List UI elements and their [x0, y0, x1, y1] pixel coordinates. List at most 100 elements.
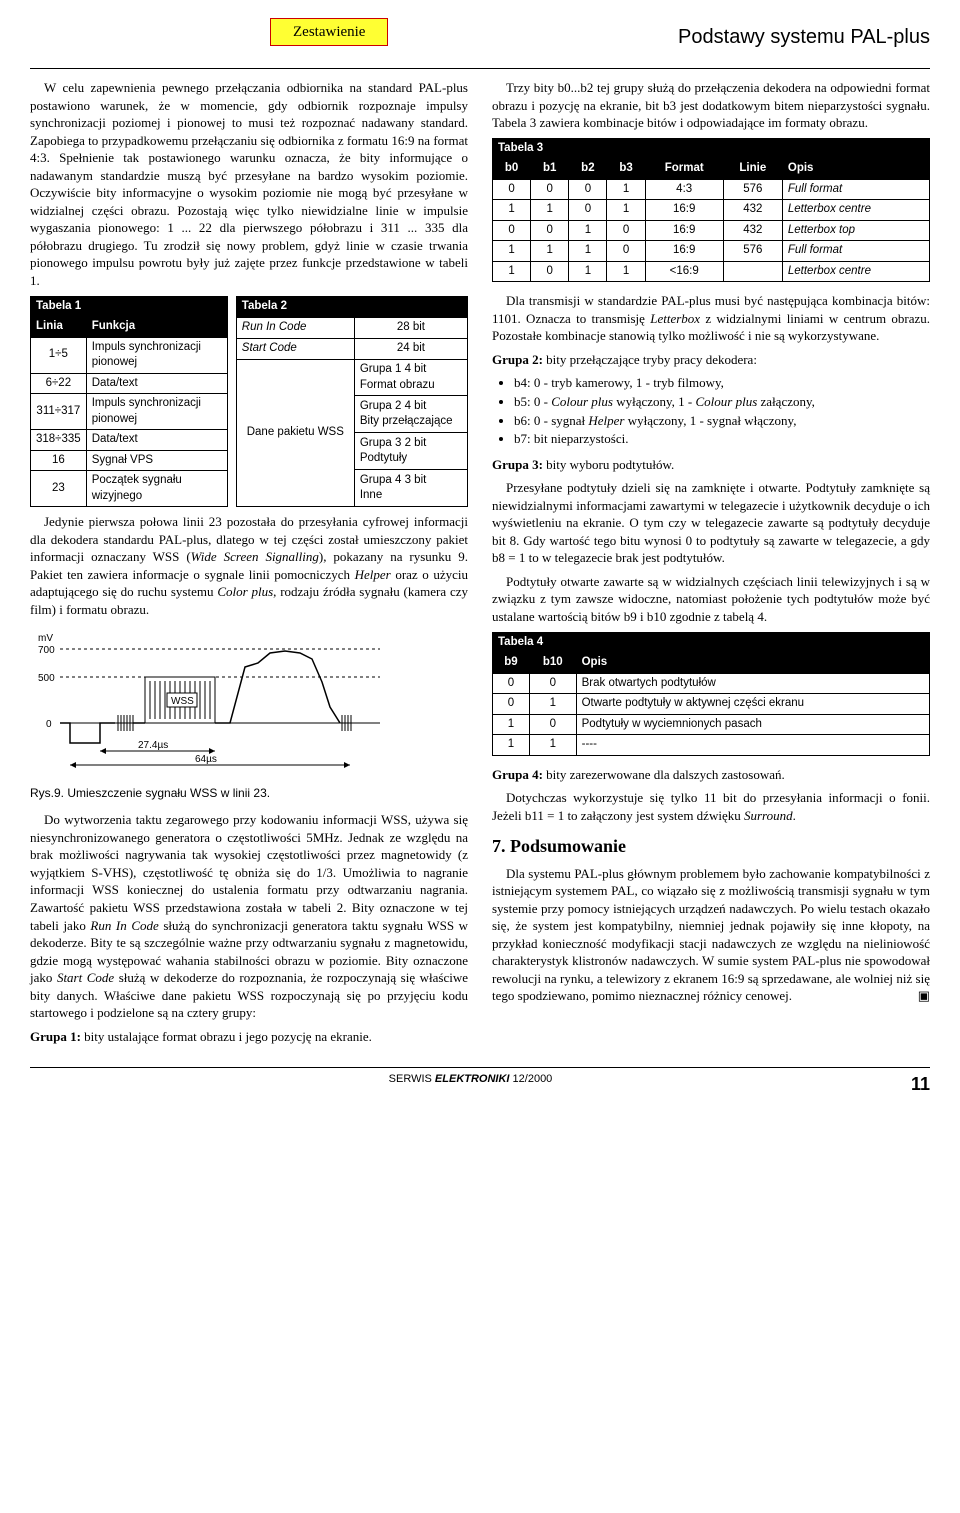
- t2-c: Start Code: [236, 338, 354, 359]
- t3-c: Letterbox centre: [782, 261, 929, 282]
- txt: Wide Screen Signalling: [191, 549, 319, 564]
- t1-c: Początek sygnału wizyjnego: [86, 471, 227, 507]
- grupa2-list: b4: 0 - tryb kamerowy, 1 - tryb filmowy,…: [514, 374, 930, 447]
- left-para-2: Jedynie pierwsza połowa linii 23 pozosta…: [30, 513, 468, 618]
- t3-c: 0: [607, 241, 645, 262]
- left-column: W celu zapewnienia pewnego przełączania …: [30, 79, 468, 1051]
- table-2: Tabela 2 Run In Code28 bit Start Code24 …: [236, 296, 468, 508]
- t2-c: Dane pakietu WSS: [236, 359, 354, 507]
- t3-h: Opis: [782, 159, 929, 180]
- txt: Start Code: [57, 970, 114, 985]
- right-column: Trzy bity b0...b2 tej grupy służą do prz…: [492, 79, 930, 1051]
- t3-c: <16:9: [645, 261, 723, 282]
- t3-h: Format: [645, 159, 723, 180]
- list-item: b4: 0 - tryb kamerowy, 1 - tryb filmowy,: [514, 374, 930, 392]
- right-para-6: Dla systemu PAL-plus głównym problemem b…: [492, 865, 930, 1005]
- right-para-3: Przesyłane podtytuły dzieli się na zamkn…: [492, 479, 930, 567]
- txt: Surround: [744, 808, 793, 823]
- t2-c: Grupa 4 3 bit Inne: [354, 470, 467, 507]
- grupa4-line: Grupa 4: bity zarezerwowane dla dalszych…: [492, 766, 930, 784]
- t4-c: 1: [529, 735, 576, 756]
- table4-title: Tabela 4: [493, 632, 930, 653]
- t3-c: 576: [723, 241, 782, 262]
- txt: bity zarezerwowane dla dalszych zastosow…: [543, 767, 785, 782]
- section-7-heading: 7. Podsumowanie: [492, 834, 930, 858]
- t3-h: Linie: [723, 159, 782, 180]
- t3-c: 1: [607, 261, 645, 282]
- txt: Helper: [588, 413, 624, 428]
- svg-text:WSS: WSS: [171, 696, 194, 707]
- t1-c: 318÷335: [31, 430, 87, 451]
- list-item: b7: bit nieparzystości.: [514, 430, 930, 448]
- txt: wyłączony, 1 -: [613, 394, 696, 409]
- t3-c: 1: [607, 200, 645, 221]
- figure-9: mV 700 500 0: [30, 627, 468, 782]
- t3-c: Letterbox top: [782, 220, 929, 241]
- t3-c: 0: [569, 179, 607, 200]
- t3-c: Full format: [782, 179, 929, 200]
- t3-c: 1: [569, 261, 607, 282]
- grupa2-label: Grupa 2:: [492, 352, 543, 367]
- t3-c: 16:9: [645, 200, 723, 221]
- txt: b6: 0 - sygnał: [514, 413, 588, 428]
- txt: Dla systemu PAL-plus głównym problemem b…: [492, 866, 930, 1004]
- t2-c: Grupa 2 4 bit Bity przełączające: [354, 396, 467, 433]
- t3-c: 0: [493, 220, 531, 241]
- t4-c: Otwarte podtytuły w aktywnej części ekra…: [576, 694, 929, 715]
- t1-h-1: Funkcja: [86, 317, 227, 338]
- t2-c: 24 bit: [354, 338, 467, 359]
- tables-row: Tabela 1 Linia Funkcja 1÷5Impuls synchro…: [30, 296, 468, 508]
- table-3: Tabela 3 b0 b1 b2 b3 Format Linie Opis 0…: [492, 138, 930, 283]
- t4-c: 0: [529, 673, 576, 694]
- t3-c: 0: [493, 179, 531, 200]
- txt: Color plus: [217, 584, 273, 599]
- grupa2-line: Grupa 2: bity przełączające tryby pracy …: [492, 351, 930, 369]
- svg-text:700: 700: [38, 645, 55, 656]
- txt: bity przełączające tryby pracy dekodera:: [543, 352, 757, 367]
- svg-text:27.4µs: 27.4µs: [138, 740, 168, 751]
- table-4: Tabela 4 b9 b10 Opis 00Brak otwartych po…: [492, 632, 930, 756]
- txt: Letterbox: [650, 311, 700, 326]
- end-mark-icon: ▣: [904, 987, 930, 1005]
- t4-c: 0: [529, 714, 576, 735]
- t1-c: Impuls synchronizacji pionowej: [86, 337, 227, 373]
- t4-c: 1: [529, 694, 576, 715]
- t3-c: 1: [493, 241, 531, 262]
- t3-c: [723, 261, 782, 282]
- t3-c: 1: [493, 261, 531, 282]
- t4-h: b10: [529, 653, 576, 674]
- t2-c: Run In Code: [236, 317, 354, 338]
- t3-c: 1: [569, 241, 607, 262]
- t1-c: 16: [31, 450, 87, 471]
- grupa3-label: Grupa 3:: [492, 457, 543, 472]
- txt: Do wytworzenia taktu zegarowego przy kod…: [30, 812, 468, 932]
- t1-c: 1÷5: [31, 337, 87, 373]
- t3-c: 4:3: [645, 179, 723, 200]
- grupa1-line: Grupa 1: bity ustalające format obrazu i…: [30, 1028, 468, 1046]
- t4-c: 0: [493, 694, 530, 715]
- t3-c: 16:9: [645, 220, 723, 241]
- t1-c: Impuls synchronizacji pionowej: [86, 394, 227, 430]
- txt: Colour plus: [551, 394, 613, 409]
- t1-c: 23: [31, 471, 87, 507]
- tag-box: Zestawienie: [270, 18, 388, 46]
- t4-c: ----: [576, 735, 929, 756]
- left-para-3: Do wytworzenia taktu zegarowego przy kod…: [30, 811, 468, 1022]
- t3-c: 432: [723, 200, 782, 221]
- txt: .: [793, 808, 796, 823]
- svg-text:64µs: 64µs: [195, 754, 217, 765]
- t3-c: 1: [607, 179, 645, 200]
- t4-h: b9: [493, 653, 530, 674]
- t3-h: b0: [493, 159, 531, 180]
- fig9-caption: Rys.9. Umieszczenie sygnału WSS w linii …: [30, 785, 468, 801]
- left-para-1: W celu zapewnienia pewnego przełączania …: [30, 79, 468, 290]
- t3-c: 0: [531, 220, 569, 241]
- table2-title: Tabela 2: [236, 296, 467, 317]
- t1-h-0: Linia: [31, 317, 87, 338]
- t4-c: 1: [493, 714, 530, 735]
- grupa4-label: Grupa 4:: [492, 767, 543, 782]
- t3-h: b2: [569, 159, 607, 180]
- txt: Run In Code: [90, 918, 158, 933]
- svg-text:500: 500: [38, 673, 55, 684]
- t4-h: Opis: [576, 653, 929, 674]
